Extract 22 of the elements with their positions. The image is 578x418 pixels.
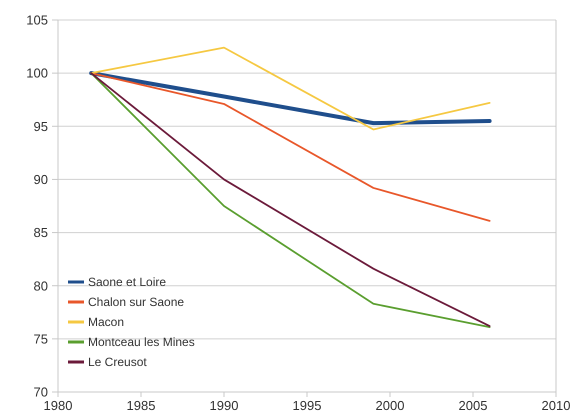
legend-label: Saone et Loire (88, 275, 166, 290)
y-tick-label: 85 (34, 225, 48, 240)
y-tick-label: 70 (34, 384, 48, 400)
legend-label: Chalon sur Saone (88, 295, 184, 310)
x-tick-label: 1995 (292, 398, 322, 413)
x-tick-label: 2005 (458, 398, 488, 413)
legend-label: Montceau les Mines (88, 335, 195, 350)
y-tick-label: 100 (26, 66, 48, 81)
y-tick-label: 105 (26, 12, 48, 28)
line-series (90, 46, 490, 130)
legend-label: Macon (88, 315, 124, 330)
x-tick-label: 1985 (126, 398, 156, 413)
legend-label: Le Creusot (88, 355, 148, 370)
y-tick-label: 80 (34, 278, 48, 294)
line-series (89, 71, 492, 126)
x-tick-label: 1980 (44, 398, 72, 413)
y-tick-label: 95 (34, 118, 48, 134)
x-tick-label: 2000 (376, 398, 404, 413)
y-tick-label: 75 (34, 331, 48, 346)
x-tick-label: 2010 (542, 398, 570, 413)
y-tick-label: 90 (34, 172, 48, 187)
x-tick-label: 1990 (210, 398, 238, 413)
